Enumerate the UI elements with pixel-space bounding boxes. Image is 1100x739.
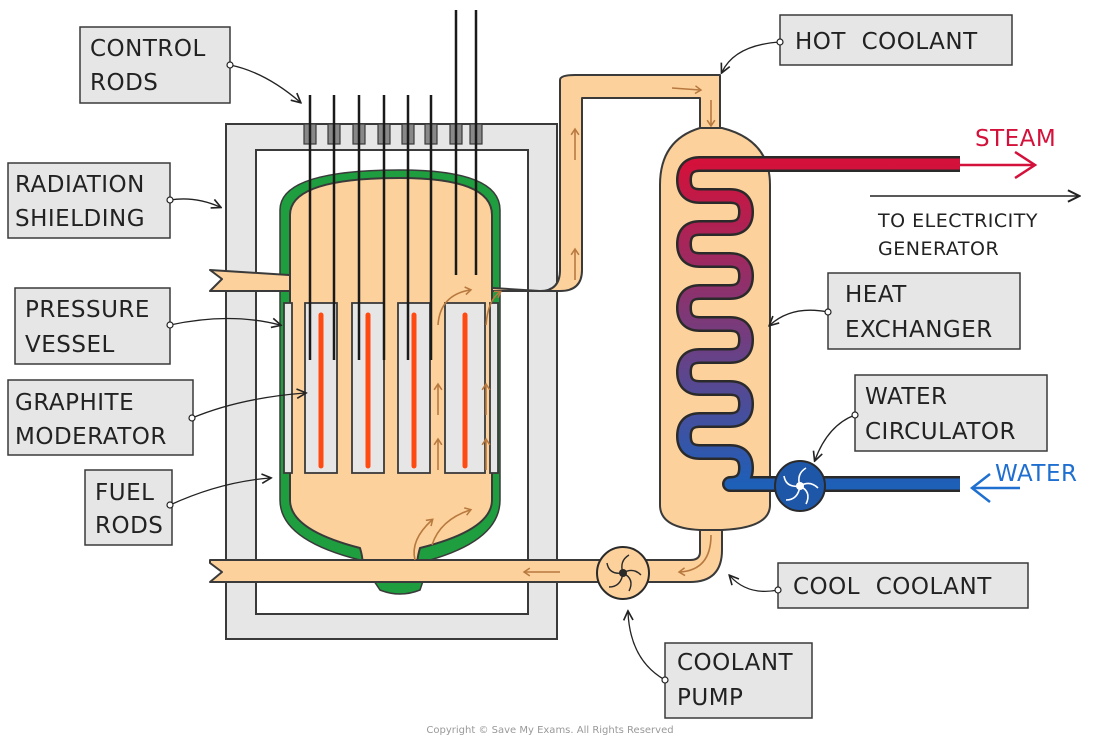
label-graphite-moderator-line2: MODERATOR [15,424,167,450]
label-graphite-moderator-line1: GRAPHITE [15,390,134,416]
label-coolant-pump-line2: PUMP [677,685,743,711]
label-to-electricity-line2: GENERATOR [878,238,999,260]
label-to-electricity-line1: TO ELECTRICITY [877,210,1038,232]
label-radiation-shielding-line2: SHIELDING [15,206,145,232]
label-radiation-shielding-line1: RADIATION [15,172,145,198]
label-steam: STEAM [975,126,1056,152]
label-coolant-pump-line1: COOLANT [677,650,794,676]
heat-exchanger-coil-fill [678,158,960,490]
radiation-shielding [225,123,558,640]
coolant-pump [596,546,650,600]
label-water-circulator-line1: WATER [865,384,948,410]
steam-arrow-head [1014,150,1038,180]
label-control-rods-line1: CONTROL [90,36,206,62]
label-pressure-vessel-line1: PRESSURE [25,297,150,323]
label-water: WATER [995,461,1078,487]
control-rods [303,10,483,360]
label-boxes [7,14,1048,719]
fuel-rods [318,312,468,469]
label-fuel-rods-line2: RODS [95,513,163,539]
coolant-flow-arrows [413,85,716,577]
label-cool-coolant: COOL COOLANT [793,574,992,600]
label-hot-coolant: HOT COOLANT [795,29,978,55]
label-heat-exchanger-line1: HEAT [845,282,907,308]
label-box-dots [166,38,859,684]
label-heat-exchanger-line2: EXCHANGER [845,317,993,343]
label-control-rods-line2: RODS [90,70,158,96]
label-fuel-rods-line1: FUEL [95,480,154,506]
copyright-notice: Copyright © Save My Exams. All Rights Re… [426,725,673,736]
label-pressure-vessel-line2: VESSEL [25,332,115,358]
water-circulator [774,460,826,512]
leader-lines [169,41,856,681]
label-water-circulator-line2: CIRCULATOR [865,419,1016,445]
water-arrow [969,473,1020,503]
